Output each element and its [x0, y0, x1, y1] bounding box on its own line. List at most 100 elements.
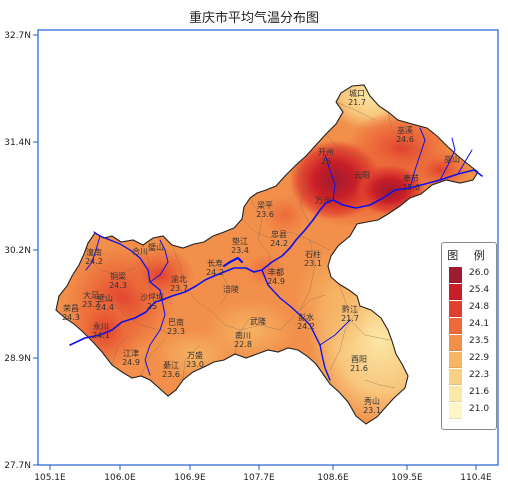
legend-swatch [449, 386, 462, 402]
legend-swatch [449, 301, 462, 317]
x-tick-label: 105.1E [34, 473, 66, 483]
city-temperature: 24.2 [297, 322, 315, 331]
city-temperature: 23.1 [304, 259, 322, 268]
city-temperature: 24.2 [85, 257, 103, 266]
city-temperature: 24.9 [267, 277, 285, 286]
x-tick-label: 107.7E [243, 473, 275, 483]
legend-swatch [449, 267, 462, 283]
city-name: 巫溪 [397, 125, 413, 135]
legend-swatch [449, 335, 462, 351]
city-name: 涪陵 [223, 284, 239, 294]
tangxi-river [439, 137, 456, 181]
legend-item: 22.3 [449, 369, 495, 385]
city-name: 开州 [318, 148, 334, 157]
city-temperature: 23.1 [363, 406, 381, 415]
axes-frame [37, 29, 499, 466]
city-temperature: 23.6 [162, 370, 180, 379]
legend-item: 24.8 [449, 301, 495, 317]
city-name: 梁平 [257, 201, 273, 210]
city-temperature: 24.6 [396, 135, 414, 144]
city-temperature: 23.7 [170, 284, 188, 293]
legend-label: 21.6 [469, 387, 490, 397]
city-name: 巫山 [444, 154, 460, 164]
city-temperature: 24.3 [109, 281, 127, 290]
changshou-lake [222, 256, 244, 268]
city-temperature: 24.1 [92, 331, 110, 340]
legend-item: 26.0 [449, 267, 495, 283]
y-tick-label: 30.2N [4, 246, 31, 256]
city-name: 渝北 [171, 274, 187, 284]
legend-title: 图 例 [447, 249, 491, 262]
yangtze-river [69, 169, 483, 346]
city-name: 武隆 [250, 316, 266, 326]
y-tick-label: 28.9N [4, 354, 31, 364]
legend-swatch [449, 352, 462, 368]
jialing-river [93, 231, 163, 301]
city-temperature: 22.8 [234, 340, 252, 349]
city-temperature: 23.3 [167, 327, 185, 336]
rivers [69, 127, 483, 381]
legend-label: 22.3 [469, 370, 490, 380]
city-temperature: 24.4 [96, 303, 114, 312]
city-temperature: 23.6 [256, 210, 274, 219]
city-name: 永川 [93, 321, 109, 331]
city-name: 荣昌 [63, 303, 79, 313]
axis-ticks: 105.1E 106.0E 106.9E 107.7E 108.6E 109.5E 110.… [4, 31, 492, 483]
city-name: 江津 [123, 348, 139, 358]
legend-label: 25.4 [469, 285, 490, 295]
x-tick-label: 110.4E [460, 473, 492, 483]
legend-item: 21.6 [449, 386, 495, 402]
city-temperature: 24.9 [122, 358, 140, 367]
x-tick-label: 106.9E [174, 473, 206, 483]
east-tributary [457, 149, 473, 175]
legend-item: 21.0 [449, 403, 495, 419]
city-name: 垫江 [232, 236, 248, 246]
city-name: 铜梁 [110, 271, 126, 281]
map-title: 重庆市平均气温分布图 [188, 11, 319, 26]
youshui-river [319, 319, 351, 346]
city-name: 綦江 [163, 360, 179, 370]
city-temperature: 24.2 [206, 268, 224, 277]
city-name: 彭水 [298, 312, 314, 322]
legend-label: 22.9 [469, 353, 490, 363]
city-name: 南川 [235, 330, 251, 340]
city-name: 潼南 [86, 247, 102, 257]
city-name: 云阳 [354, 171, 370, 180]
y-tick-label: 31.4N [4, 138, 31, 148]
city-temperature: 23.0 [186, 360, 204, 369]
legend-swatch [449, 318, 462, 334]
legend-item: 24.1 [449, 318, 495, 334]
city-name: 万州 [315, 196, 331, 205]
city-temperature: 26 [321, 157, 331, 166]
city-name: 合川 [132, 246, 148, 256]
city-name: 大足 [83, 290, 99, 300]
legend-item: 25.4 [449, 284, 495, 300]
city-name: 城口 [349, 89, 365, 98]
qu-river [149, 239, 169, 283]
legend-swatch [449, 284, 462, 300]
legend: 图 例 26.0 25.4 24.8 24.1 23.5 22.9 22.3 21.6 21.0 [441, 242, 497, 430]
legend-swatch [449, 369, 462, 385]
fu-river [85, 235, 101, 271]
city-name: 万盛 [187, 350, 203, 360]
x-tick-label: 106.0E [104, 473, 136, 483]
city-temperature: 23.2 [82, 300, 100, 309]
legend-item: 23.5 [449, 335, 495, 351]
legend-swatch [449, 403, 462, 419]
city-temperature: 21.7 [341, 314, 359, 323]
city-temperature: 24.3 [62, 313, 80, 322]
city-name: 秀山 [364, 396, 380, 406]
city-name: 奉节 [403, 173, 419, 183]
legend-label: 26.0 [469, 268, 490, 278]
city-name: 沙坪坝 [140, 293, 164, 302]
city-temperature: 25.6 [402, 183, 420, 192]
city-name: 黔江 [342, 304, 358, 314]
xiaojiang-river [324, 154, 336, 201]
x-tick-label: 108.6E [317, 473, 349, 483]
city-temperature: 24.2 [270, 239, 288, 248]
legend-label: 24.1 [469, 319, 490, 329]
legend-label: 21.0 [469, 404, 490, 414]
city-name: 忠县 [271, 230, 287, 239]
